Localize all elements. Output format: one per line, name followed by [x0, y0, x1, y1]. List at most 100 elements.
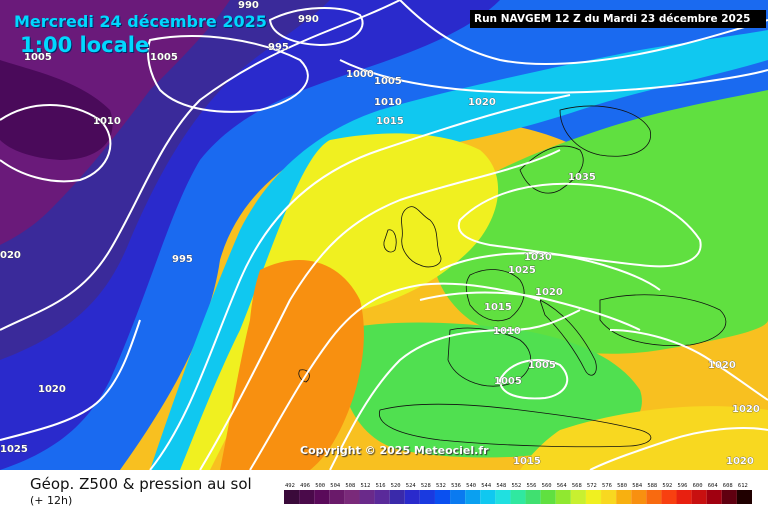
isobar-label-1010-a: 1010 — [374, 97, 402, 108]
scale-label: 580 — [617, 483, 627, 489]
scale-swatch — [691, 490, 707, 504]
isobar-label-1015-c: 1015 — [513, 456, 541, 467]
scale-label: 604 — [708, 483, 719, 489]
map-title: Géop. Z500 & pression au sol — [30, 475, 252, 493]
zone-purple — [0, 0, 230, 245]
coastlines — [298, 105, 727, 448]
scale-label: 520 — [391, 483, 401, 489]
scale-swatch — [736, 490, 752, 504]
scale-swatch — [510, 490, 526, 504]
scale-swatch — [299, 490, 315, 504]
scale-label: 576 — [602, 483, 612, 489]
scale-swatch — [646, 490, 662, 504]
isobar-label-1015-a: 1015 — [376, 116, 404, 127]
zone-green — [432, 90, 768, 354]
isobar-label-020: 020 — [0, 250, 21, 261]
scale-swatch — [419, 490, 435, 504]
scale-label: 568 — [572, 483, 582, 489]
scale-label: 516 — [376, 483, 386, 489]
isobar-label-1010-c: 1010 — [493, 326, 521, 337]
scale-label: 528 — [421, 483, 431, 489]
zone-orange — [220, 260, 364, 470]
isobar-label-1005-c: 1005 — [374, 76, 402, 87]
scale-label: 564 — [557, 483, 568, 489]
scale-label: 592 — [662, 483, 672, 489]
isobar-label-1000: 1000 — [346, 69, 374, 80]
forecast-local-time: 1:00 locale — [20, 33, 150, 57]
scale-swatch — [344, 490, 360, 504]
isobar-label-1025-b: 1025 — [0, 444, 28, 455]
scale-label: 524 — [406, 483, 417, 489]
isobar-label-1025-a: 1025 — [508, 265, 536, 276]
scale-swatch — [495, 490, 511, 504]
isobar-label-1020-f: 1020 — [726, 456, 754, 467]
scale-label: 536 — [451, 483, 461, 489]
scale-label: 544 — [481, 483, 492, 489]
scale-swatch — [540, 490, 556, 504]
scale-swatch — [450, 490, 466, 504]
isobar-label-990-a: 990 — [238, 0, 259, 11]
isobar-label-1020-c: 1020 — [38, 384, 66, 395]
scale-swatch — [359, 490, 375, 504]
isobar-label-995-a: 995 — [268, 42, 289, 53]
scale-label: 532 — [436, 483, 446, 489]
scale-swatch — [676, 490, 692, 504]
scale-label: 492 — [285, 483, 295, 489]
scale-label: 512 — [360, 483, 370, 489]
scale-label: 596 — [678, 483, 688, 489]
scale-label: 560 — [542, 483, 552, 489]
zone-green-south — [340, 322, 642, 458]
color-scale-legend: 492 496 500 504 508 512 516 520 524 528 532 536 540 5… — [284, 483, 752, 504]
isobar-label-990-b: 990 — [298, 14, 319, 25]
scale-label: 496 — [300, 483, 310, 489]
scale-label: 608 — [723, 483, 733, 489]
copyright-notice: Copyright © 2025 Meteociel.fr — [300, 444, 489, 457]
scale-swatch — [661, 490, 677, 504]
scale-label: 500 — [315, 483, 325, 489]
isobar-label-1015-b: 1015 — [484, 302, 512, 313]
scale-label: 540 — [466, 483, 476, 489]
scale-swatch — [329, 490, 345, 504]
scale-label: 600 — [693, 483, 703, 489]
scale-label: 588 — [647, 483, 657, 489]
scale-swatch — [570, 490, 586, 504]
scale-swatch — [374, 490, 390, 504]
scale-swatch — [585, 490, 602, 504]
scale-swatch — [555, 490, 571, 504]
scale-swatch — [434, 490, 451, 504]
scale-swatch — [389, 490, 405, 504]
scale-label: 572 — [587, 483, 597, 489]
forecast-date: Mercredi 24 décembre 2025 — [14, 12, 267, 31]
scale-label: 612 — [738, 483, 748, 489]
isobar-label-1035: 1035 — [568, 172, 596, 183]
scale-swatch — [314, 490, 330, 504]
isobar-label-1005-a: 1005 — [24, 52, 52, 63]
scale-label: 504 — [330, 483, 341, 489]
scale-label: 552 — [511, 483, 521, 489]
isobar-label-995-b: 995 — [172, 254, 193, 265]
isobar-label-1030: 1030 — [524, 252, 552, 263]
zone-deep-purple — [0, 60, 113, 160]
isobar-label-1010-b: 1010 — [93, 116, 121, 127]
isobars — [0, 0, 768, 470]
scale-swatch — [616, 490, 632, 504]
scale-label: 556 — [527, 483, 537, 489]
isobar-label-1020-a: 1020 — [468, 97, 496, 108]
scale-swatch — [284, 490, 300, 504]
isobar-label-1020-d: 1020 — [708, 360, 736, 371]
scale-swatch — [721, 490, 737, 504]
isobar-label-1020-b: 1020 — [535, 287, 563, 298]
scale-swatch — [465, 490, 481, 504]
zone-yellow-south — [520, 406, 768, 470]
scale-swatch — [404, 490, 420, 504]
scale-label: 508 — [345, 483, 355, 489]
scale-swatch — [525, 490, 541, 504]
model-run-banner: Run NAVGEM 12 Z du Mardi 23 décembre 202… — [470, 10, 766, 28]
forecast-offset: (+ 12h) — [30, 494, 73, 507]
isobar-label-1005-d: 1005 — [494, 376, 522, 387]
scale-swatch — [601, 490, 617, 504]
scale-swatch — [480, 490, 496, 504]
scale-swatch — [706, 490, 722, 504]
